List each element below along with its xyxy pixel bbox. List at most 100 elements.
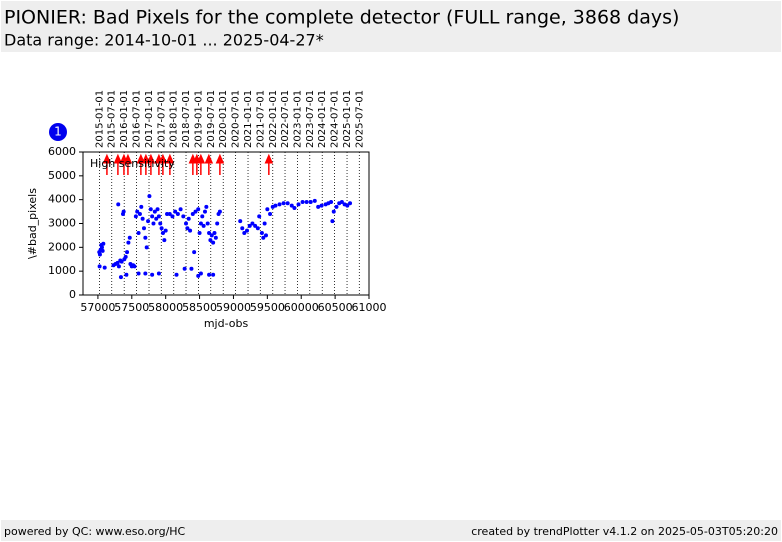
arrow-head	[113, 153, 123, 164]
point	[273, 203, 278, 208]
arrow-head	[102, 153, 112, 164]
point	[101, 241, 106, 246]
point	[265, 207, 270, 212]
point	[207, 231, 212, 236]
point	[141, 226, 146, 231]
point	[163, 228, 168, 233]
point	[160, 231, 165, 236]
date-tick-label: 2022-07-01	[280, 90, 291, 148]
point	[289, 203, 294, 208]
point	[135, 209, 140, 214]
arrow-head	[123, 153, 133, 164]
date-tick-label: 2025-01-01	[342, 90, 353, 148]
x-tick-label: 60000	[284, 301, 319, 314]
point	[155, 207, 160, 212]
point	[188, 228, 193, 233]
arrow-head	[136, 153, 146, 164]
y-tick-label: 1000	[48, 264, 76, 277]
point	[143, 271, 148, 276]
point	[217, 209, 222, 214]
y-tick-label: 3000	[48, 217, 76, 230]
point	[196, 207, 201, 212]
arrow-head	[165, 153, 175, 164]
point	[185, 226, 190, 231]
point	[213, 235, 218, 240]
plot-frame	[82, 151, 370, 296]
point	[196, 273, 201, 278]
point	[116, 264, 121, 269]
date-tick-label: 2024-01-01	[317, 90, 328, 148]
point	[152, 209, 157, 214]
point	[257, 214, 262, 219]
point	[156, 214, 161, 219]
x-tick-label: 57000	[80, 301, 115, 314]
point	[304, 200, 309, 205]
point	[100, 248, 105, 253]
point	[173, 209, 178, 214]
point	[334, 204, 339, 209]
point	[238, 219, 243, 224]
y-tick-label: 2000	[48, 240, 76, 253]
point	[202, 209, 207, 214]
event-arrow	[141, 153, 151, 175]
date-tick-label: 2018-07-01	[181, 90, 192, 148]
point	[198, 221, 203, 226]
event-arrow	[196, 153, 206, 175]
point	[126, 240, 131, 245]
event-arrow	[102, 153, 112, 175]
point	[253, 223, 258, 228]
point	[205, 221, 210, 226]
point	[312, 198, 317, 203]
point	[197, 231, 202, 236]
event-arrow	[146, 153, 156, 175]
point	[207, 272, 212, 277]
point	[198, 271, 203, 276]
badge-circle	[49, 123, 67, 141]
point	[97, 252, 102, 257]
point	[212, 231, 217, 236]
date-tick-label: 2015-07-01	[107, 90, 118, 148]
date-tick-label: 2021-01-01	[243, 90, 254, 148]
x-tick-label: 61000	[352, 301, 387, 314]
point	[215, 221, 220, 226]
date-tick-label: 2023-01-01	[293, 90, 304, 148]
arrow-head	[146, 153, 156, 164]
y-tick-label: 5000	[48, 169, 76, 182]
x-tick-label: 57500	[114, 301, 149, 314]
point	[140, 216, 145, 221]
event-arrow	[264, 153, 274, 175]
point	[184, 221, 189, 226]
point	[296, 202, 301, 207]
point	[123, 254, 128, 259]
point	[182, 266, 187, 271]
point	[247, 223, 252, 228]
event-arrow	[158, 153, 168, 175]
point	[292, 206, 297, 211]
point	[193, 209, 198, 214]
date-tick-label: 2019-01-01	[193, 90, 204, 148]
date-tick-label: 2017-01-01	[144, 90, 155, 148]
x-tick-label: 60500	[318, 301, 353, 314]
arrow-head	[158, 153, 168, 164]
point	[316, 204, 321, 209]
point	[158, 221, 163, 226]
date-tick-label: 2018-01-01	[169, 90, 180, 148]
point	[259, 231, 264, 236]
point	[245, 228, 250, 233]
point	[148, 207, 153, 212]
point	[150, 214, 155, 219]
point	[189, 266, 194, 271]
date-tick-label: 2019-07-01	[206, 90, 217, 148]
arrow-head	[196, 153, 206, 164]
point	[178, 207, 183, 212]
point	[181, 214, 186, 219]
point	[211, 240, 216, 245]
point	[330, 219, 335, 224]
point	[345, 203, 350, 208]
chart-subtitle: Data range: 2014-10-01 ... 2025-04-27*	[4, 31, 324, 50]
date-tick-label: 2017-07-01	[156, 90, 167, 148]
point	[99, 245, 104, 250]
point	[156, 271, 161, 276]
